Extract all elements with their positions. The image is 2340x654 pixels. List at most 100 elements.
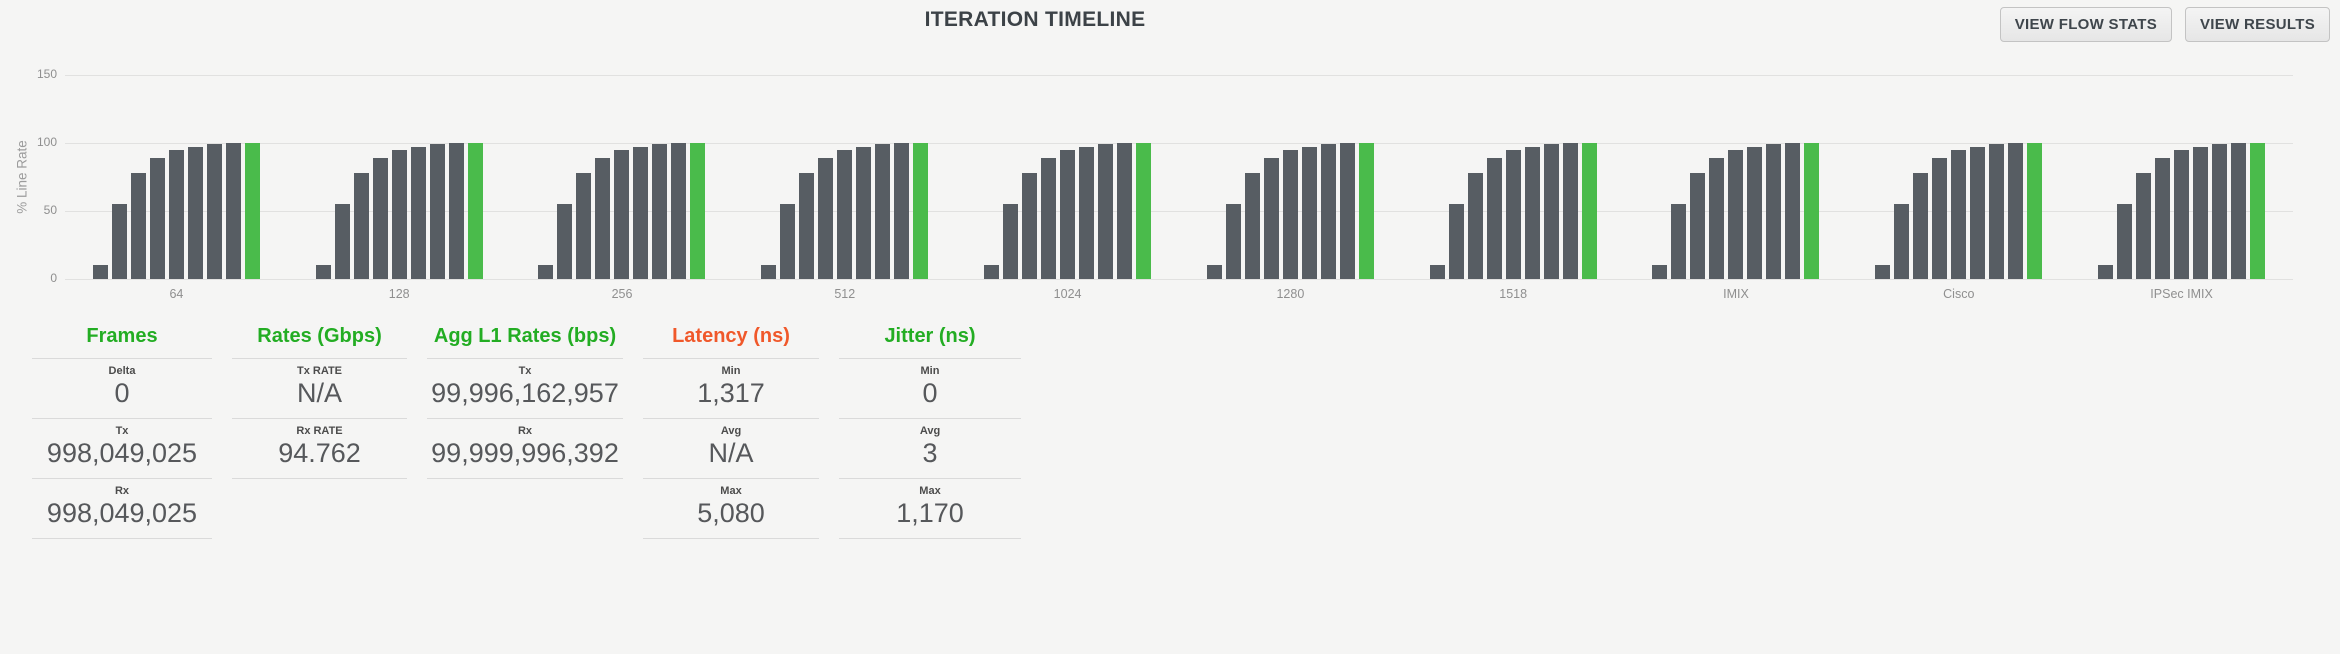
final-iteration-bar <box>913 143 929 279</box>
stat-value: 5,080 <box>697 498 765 528</box>
iteration-bar <box>2212 144 2228 279</box>
iteration-bar <box>614 149 630 279</box>
x-axis-label: 1024 <box>1053 287 1082 301</box>
chart-bars <box>65 75 2293 279</box>
stat-label: Tx <box>115 425 129 437</box>
iteration-bar <box>315 265 331 279</box>
iteration-bar <box>2008 143 2024 279</box>
iteration-bar <box>671 143 687 279</box>
iteration-bar <box>206 144 222 279</box>
stats-column-agg-l1-rates-bps: Agg L1 Rates (bps) Tx 99,996,162,957 Rx 99,9… <box>427 325 623 479</box>
iteration-bar <box>837 149 853 279</box>
iteration-bar <box>1320 144 1336 279</box>
stat-value: 1,317 <box>697 378 765 408</box>
iteration-bar <box>2098 265 2114 279</box>
iteration-bar <box>818 158 834 279</box>
gridline <box>65 211 2293 212</box>
final-iteration-bar <box>1358 143 1374 279</box>
iteration-bar <box>1282 149 1298 279</box>
bar-group-128 <box>288 75 511 279</box>
y-axis-tick: 150 <box>36 67 57 81</box>
iteration-bar <box>1785 143 1801 279</box>
iteration-bar <box>1562 143 1578 279</box>
iteration-bar <box>353 172 369 279</box>
iteration-bar <box>1486 158 1502 279</box>
iteration-bar <box>111 204 127 279</box>
iteration-bar <box>429 144 445 279</box>
stat-value: 0 <box>922 378 938 408</box>
iteration-bar <box>1747 147 1763 279</box>
x-axis-label: IMIX <box>1723 287 1749 301</box>
iteration-bar <box>1339 143 1355 279</box>
iteration-bar <box>856 147 872 279</box>
iteration-bar <box>1079 147 1095 279</box>
view-flow-stats-button[interactable]: VIEW FLOW STATS <box>1999 7 2172 42</box>
iteration-bar <box>633 147 649 279</box>
page-title: ITERATION TIMELINE <box>924 8 1146 31</box>
iteration-bar <box>595 158 611 279</box>
iteration-bar <box>1652 265 1668 279</box>
final-iteration-bar <box>467 143 483 279</box>
iteration-bar <box>894 143 910 279</box>
iteration-bar <box>780 204 796 279</box>
stat-label: Avg <box>919 425 941 437</box>
stat-label: Tx RATE <box>296 365 343 377</box>
iteration-bar <box>1970 147 1986 279</box>
iteration-bar <box>1524 147 1540 279</box>
iteration-bar <box>1003 204 1019 279</box>
gridline <box>65 143 2293 144</box>
stat-label: Max <box>720 485 742 497</box>
iteration-bar <box>1022 172 1038 279</box>
stats-column-jitter-ns: Jitter (ns) Min 0 Avg 3 Max 1,170 <box>839 325 1021 539</box>
iteration-bar <box>1206 265 1222 279</box>
iteration-bar <box>1263 158 1279 279</box>
iteration-bar <box>1505 149 1521 279</box>
stat-label: Rx RATE <box>296 425 343 437</box>
bar-group-256 <box>511 75 734 279</box>
iteration-bar <box>1543 144 1559 279</box>
header-buttons: VIEW FLOW STATS VIEW RESULTS <box>1999 7 2330 42</box>
stat-value: N/A <box>708 438 754 468</box>
stat-label: Rx <box>114 485 130 497</box>
stat-label: Rx <box>517 425 533 437</box>
x-axis-label: 256 <box>611 287 633 301</box>
iteration-bar <box>1913 172 1929 279</box>
iteration-bar <box>1429 265 1445 279</box>
stat-label: Tx <box>518 365 532 377</box>
iteration-bar <box>1098 144 1114 279</box>
iteration-bar <box>2193 147 2209 279</box>
bar-group-1518 <box>1402 75 1625 279</box>
stats-column-title: Latency (ns) <box>643 325 819 359</box>
iteration-bar <box>557 204 573 279</box>
iteration-bar <box>334 204 350 279</box>
stats-tables: Frames Delta 0 Tx 998,049,025 Rx 998,049,025 Ra… <box>32 325 1021 539</box>
x-axis-label: 128 <box>388 287 410 301</box>
view-results-button[interactable]: VIEW RESULTS <box>2185 7 2330 42</box>
stat-value: 94.762 <box>278 438 361 468</box>
iteration-bar <box>1448 204 1464 279</box>
iteration-bar <box>1060 149 1076 279</box>
stat-cell-rx-rate: Rx RATE 94.762 <box>232 419 407 479</box>
x-axis-label: IPSec IMIX <box>2150 287 2213 301</box>
iteration-bar <box>1671 204 1687 279</box>
final-iteration-bar <box>1804 143 1820 279</box>
iteration-bar <box>1041 158 1057 279</box>
iteration-bar <box>1951 149 1967 279</box>
iteration-bar <box>149 158 165 279</box>
x-axis-label: 1280 <box>1276 287 1305 301</box>
stat-cell-delta: Delta 0 <box>32 359 212 419</box>
final-iteration-bar <box>244 143 260 279</box>
stats-column-frames: Frames Delta 0 Tx 998,049,025 Rx 998,049,025 <box>32 325 212 539</box>
gridline <box>65 279 2293 280</box>
bar-group-cisco <box>1847 75 2070 279</box>
iteration-bar <box>225 143 241 279</box>
iteration-bar <box>2231 143 2247 279</box>
stats-column-title: Rates (Gbps) <box>232 325 407 359</box>
final-iteration-bar <box>2027 143 2043 279</box>
stats-column-latency-ns: Latency (ns) Min 1,317 Avg N/A Max 5,080 <box>643 325 819 539</box>
iteration-bar <box>652 144 668 279</box>
y-axis-tick: 50 <box>43 203 57 217</box>
final-iteration-bar <box>690 143 706 279</box>
iteration-bar <box>168 149 184 279</box>
iteration-bar <box>92 265 108 279</box>
